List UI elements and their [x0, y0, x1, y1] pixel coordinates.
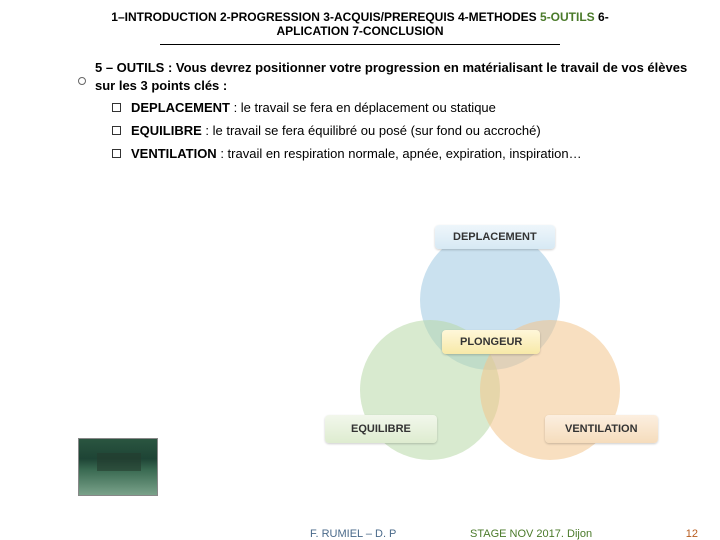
list-item: VENTILATION : travail en respiration nor… — [112, 146, 690, 163]
nav-header: 1–INTRODUCTION 2-PROGRESSION 3-ACQUIS/PR… — [0, 0, 720, 42]
bullet-lead: DEPLACEMENT — [131, 100, 230, 115]
checkbox-icon — [112, 126, 121, 135]
bullet-text: DEPLACEMENT : le travail se fera en dépl… — [131, 100, 690, 117]
footer-author: F. RUMIEL – D. P — [310, 528, 396, 540]
page-number: 12 — [686, 528, 698, 540]
checkbox-icon — [112, 103, 121, 112]
label-ventilation: VENTILATION — [545, 415, 658, 443]
intro-content: 5 – OUTILS : Vous devrez positionner vot… — [95, 60, 687, 93]
intro-bullet-icon — [78, 77, 86, 85]
bullet-text: VENTILATION : travail en respiration nor… — [131, 146, 690, 163]
list-item: EQUILIBRE : le travail se fera équilibré… — [112, 123, 690, 140]
header-underline — [160, 44, 560, 45]
thumbnail-image — [78, 438, 158, 496]
nav-pre: 1–INTRODUCTION 2-PROGRESSION 3-ACQUIS/PR… — [111, 10, 540, 24]
nav-current: 5-OUTILS — [540, 10, 595, 24]
label-deplacement: DEPLACEMENT — [435, 225, 555, 249]
label-plongeur: PLONGEUR — [442, 330, 540, 354]
bullet-rest: : le travail se fera équilibré ou posé (… — [202, 123, 541, 138]
list-item: DEPLACEMENT : le travail se fera en dépl… — [112, 100, 690, 117]
checkbox-icon — [112, 149, 121, 158]
bullet-list: DEPLACEMENT : le travail se fera en dépl… — [0, 94, 720, 163]
bullet-rest: : travail en respiration normale, apnée,… — [217, 146, 582, 161]
venn-diagram: DEPLACEMENT PLONGEUR EQUILIBRE VENTILATI… — [320, 225, 660, 485]
bullet-lead: VENTILATION — [131, 146, 217, 161]
label-equilibre: EQUILIBRE — [325, 415, 437, 443]
bullet-lead: EQUILIBRE — [131, 123, 202, 138]
footer-stage: STAGE NOV 2017. Dijon — [470, 528, 592, 540]
bullet-text: EQUILIBRE : le travail se fera équilibré… — [131, 123, 690, 140]
bullet-rest: : le travail se fera en déplacement ou s… — [230, 100, 496, 115]
intro-text: 5 – OUTILS : Vous devrez positionner vot… — [0, 59, 720, 94]
